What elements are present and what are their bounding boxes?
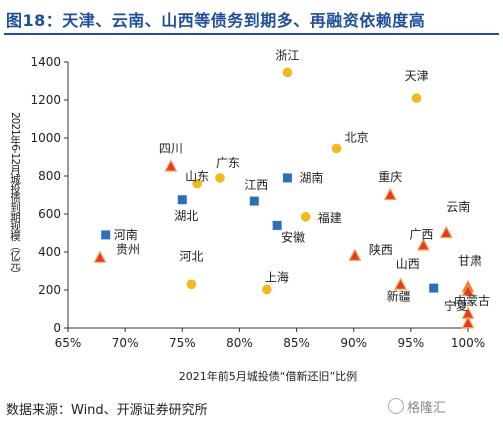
circle-marker (331, 143, 342, 154)
triangle-marker (383, 187, 397, 201)
point-label: 陕西 (369, 242, 393, 257)
point-label: 广东 (216, 156, 240, 170)
point-label: 湖南 (299, 170, 323, 185)
y-tick-label: 0 (53, 321, 61, 335)
point-label: 四川 (159, 142, 183, 156)
point-label: 贵州 (116, 243, 140, 257)
y-tick-label: 400 (38, 245, 61, 259)
x-tick-label: 75% (169, 336, 196, 350)
y-tick-label: 1200 (30, 93, 61, 107)
x-tick-label: 95% (398, 336, 425, 350)
triangle-marker (416, 238, 430, 251)
scatter-chart: 0 200 400 600 800 1000 1200 1400 65% 70% 75% 80% 85%… (9, 48, 490, 383)
y-tick-label: 600 (38, 207, 61, 221)
x-tick-label: 85% (283, 336, 310, 350)
square-marker (272, 220, 282, 230)
point-label: 云南 (446, 199, 470, 214)
point-label: 湖北 (174, 208, 198, 223)
point-label: 内蒙古 (454, 293, 490, 308)
triangle-marker (461, 315, 475, 329)
point-label: 新疆 (387, 289, 411, 304)
circle-marker (262, 284, 272, 295)
circle-marker (215, 173, 225, 183)
point-label: 广西 (409, 227, 433, 241)
triangle-marker (439, 225, 453, 239)
circle-marker (192, 178, 202, 189)
point-label: 上海 (265, 269, 289, 284)
triangle-marker (461, 283, 475, 297)
point-label: 浙江 (275, 48, 299, 62)
chart-axes: 0 200 400 600 800 1000 1200 1400 65% 70% 75% 80% 85%… (30, 55, 485, 350)
x-tick-label: 70% (112, 336, 139, 350)
figure-header: 图18：天津、云南、山西等债务到期多、再融资依赖度高 (0, 0, 503, 36)
point-label: 天津 (405, 69, 429, 83)
y-tick-label: 1400 (30, 55, 61, 69)
chart-points (93, 67, 475, 329)
square-marker (249, 196, 259, 206)
square-marker (177, 195, 187, 205)
point-label: 江西 (244, 178, 268, 192)
square-marker (101, 230, 111, 240)
y-tick-label: 1000 (30, 131, 61, 145)
circle-marker (411, 93, 422, 103)
x-tick-label: 65% (55, 336, 82, 350)
y-tick-label: 800 (38, 169, 61, 183)
watermark-logo-icon (388, 398, 404, 414)
point-label: 河南 (114, 227, 138, 242)
x-tick-label: 90% (340, 336, 367, 350)
point-label: 安徽 (281, 229, 305, 244)
x-axis-label: 2021年前5月城投债“借新还旧”比例 (179, 369, 357, 383)
point-label: 山东 (185, 170, 209, 184)
circle-marker (282, 67, 293, 78)
point-label: 甘肃 (458, 254, 482, 268)
point-label: 宁夏 (444, 298, 468, 313)
y-tick-label: 200 (38, 283, 61, 297)
triangle-marker (164, 159, 178, 172)
x-tick-label: 100% (451, 336, 485, 350)
square-marker (429, 283, 439, 293)
triangle-marker (394, 277, 408, 290)
square-marker (282, 173, 292, 183)
circle-marker (300, 212, 311, 222)
circle-marker (186, 279, 197, 290)
point-label: 北京 (345, 130, 369, 144)
point-label: 山西 (396, 257, 420, 271)
watermark-text: 格隆汇 (407, 401, 447, 416)
watermark: 格隆汇 (388, 397, 446, 416)
figure-title: 图18：天津、云南、山西等债务到期多、再融资依赖度高 (6, 11, 426, 30)
y-axis-label: 2021年6-12月城投债到期规模（亿元） (9, 112, 21, 278)
triangle-marker (348, 248, 362, 261)
point-label: 河北 (179, 249, 203, 263)
x-tick-label: 80% (226, 336, 253, 350)
title-divider (4, 33, 499, 35)
triangle-marker (93, 250, 107, 263)
point-label: 重庆 (378, 170, 402, 184)
data-source-note: 数据来源：Wind、开源证券研究所 (6, 403, 208, 418)
point-label: 福建 (318, 210, 342, 225)
